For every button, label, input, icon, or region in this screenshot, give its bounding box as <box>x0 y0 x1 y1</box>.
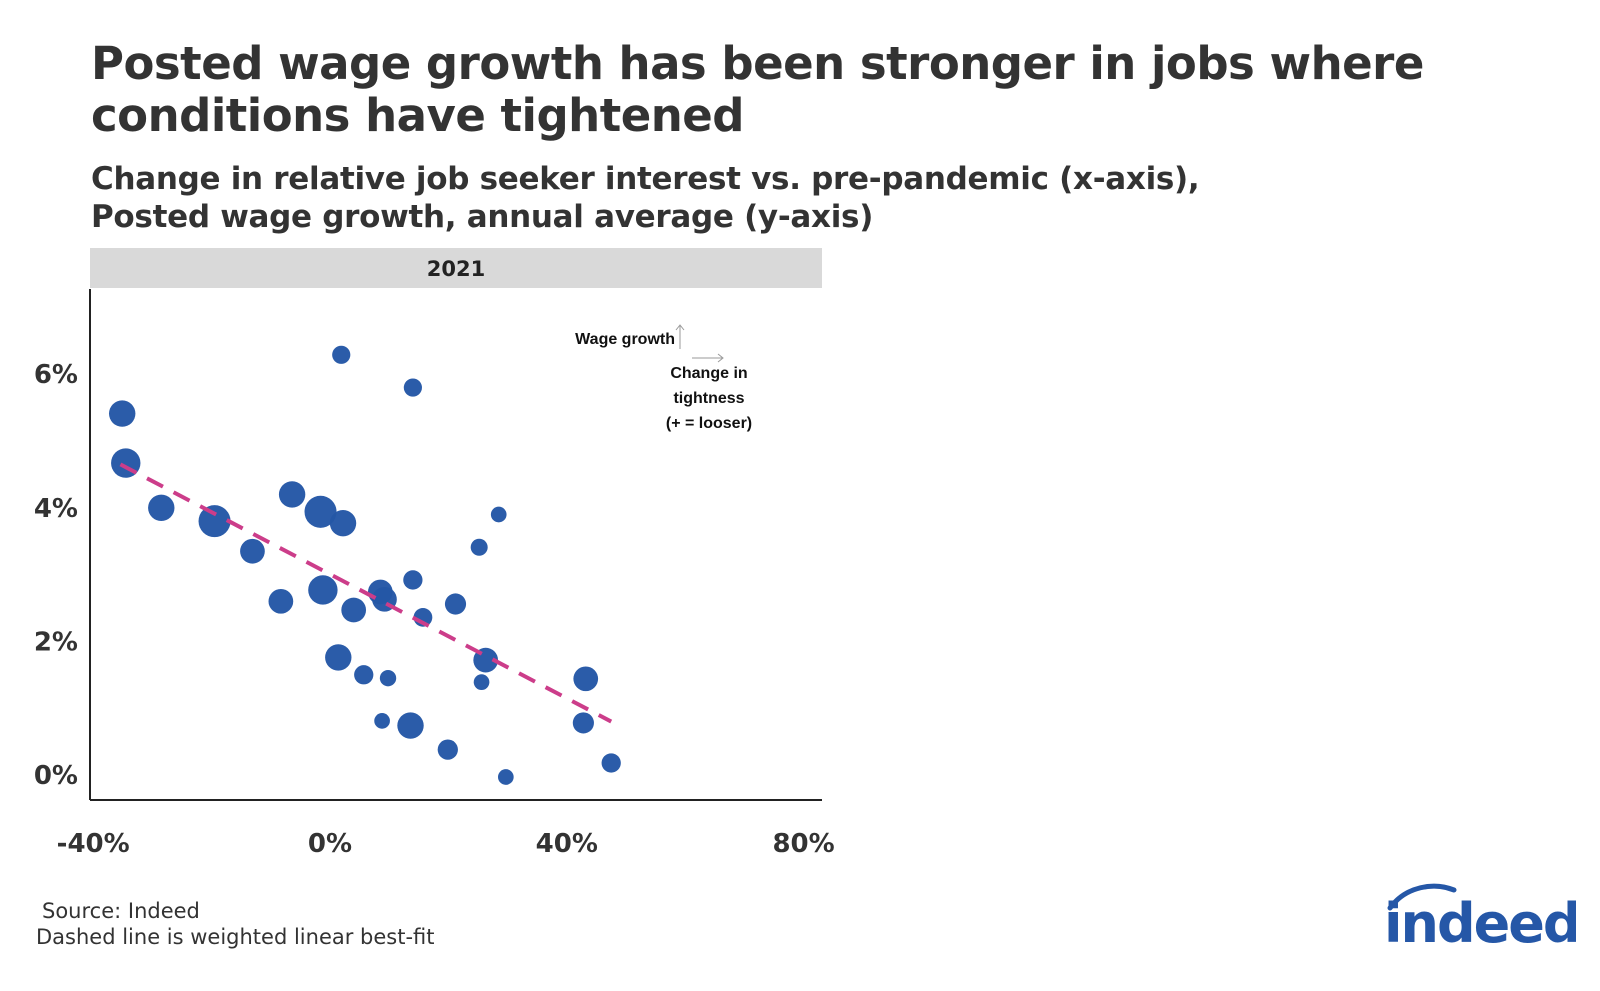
data-point <box>397 712 424 739</box>
data-point <box>325 644 352 671</box>
subtitle-line-1: Change in relative job seeker interest v… <box>91 161 1200 197</box>
footer: Source: Indeed Dashed line is weighted l… <box>36 898 435 950</box>
data-point <box>403 378 422 397</box>
tightness-label-2: tightness <box>673 390 744 407</box>
direction-annotation: Wage growth Change in tightness (+ = loo… <box>575 324 752 432</box>
x-tick-label: 0% <box>308 829 352 859</box>
facet-strip <box>90 248 822 288</box>
data-point <box>278 481 306 508</box>
data-point <box>490 506 507 523</box>
up-arrow-head-icon <box>675 324 685 331</box>
data-point <box>379 669 397 687</box>
data-point <box>341 597 367 623</box>
tightness-label-3: (+ = looser) <box>666 415 752 432</box>
method-note: Dashed line is weighted linear best-fit <box>36 925 435 949</box>
data-point <box>573 666 599 692</box>
indeed-logo: indeed <box>1384 883 1576 950</box>
trend-line <box>119 462 613 724</box>
logo-arc-icon <box>1387 883 1457 911</box>
data-point <box>374 713 390 729</box>
wage-growth-arrow-label: Wage growth <box>575 331 675 348</box>
logo-wordmark: indeed <box>1384 892 1576 950</box>
data-point <box>473 674 490 690</box>
y-tick-label: 0% <box>34 761 78 791</box>
data-point <box>497 769 514 785</box>
data-point <box>354 665 374 685</box>
data-point <box>403 570 423 590</box>
x-tick-label: -40% <box>57 829 130 859</box>
data-point <box>437 739 458 760</box>
data-point <box>148 494 175 521</box>
data-point <box>304 495 337 528</box>
data-point <box>444 593 467 615</box>
data-point <box>109 400 136 427</box>
y-tick-label: 2% <box>34 627 78 657</box>
source-note: Source: Indeed <box>42 899 200 923</box>
y-tick-label: 4% <box>34 494 78 524</box>
right-arrow-head-icon <box>717 353 724 363</box>
chart-subtitle: Change in relative job seeker interest v… <box>91 160 1491 236</box>
data-point <box>329 509 357 537</box>
data-point <box>572 712 594 734</box>
data-point <box>198 505 231 538</box>
x-tick-label: 40% <box>536 829 598 859</box>
tightness-label-1: Change in <box>670 365 747 382</box>
subtitle-line-2: Posted wage growth, annual average (y-ax… <box>91 199 874 235</box>
data-point <box>601 753 621 773</box>
data-point <box>470 538 488 556</box>
data-point <box>268 588 294 614</box>
y-tick-label: 6% <box>34 360 78 390</box>
data-point <box>332 345 351 364</box>
facet-strip-label: 2021 <box>427 257 485 281</box>
chart-title: Posted wage growth has been stronger in … <box>91 37 1424 142</box>
panel-2021: 2021 -40% 0% 40% 80% <box>57 248 835 859</box>
x-tick-label: 80% <box>772 829 834 859</box>
data-point <box>240 538 265 564</box>
data-point <box>308 575 338 605</box>
